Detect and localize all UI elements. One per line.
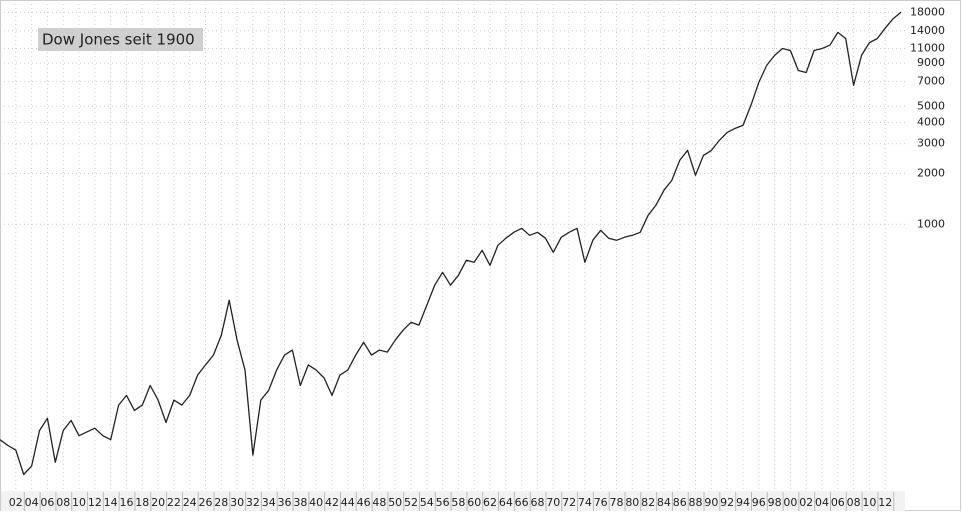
x-tick-label: 32 xyxy=(246,496,260,509)
y-tick-label: 5000 xyxy=(917,99,945,112)
x-tick-label: 56 xyxy=(436,496,450,509)
x-tick-label: 88 xyxy=(689,496,703,509)
x-tick-label: 24 xyxy=(183,496,197,509)
y-tick-label: 14000 xyxy=(910,24,945,37)
x-tick-label: 94 xyxy=(736,496,750,509)
axes: 1000200030004000500070009000110001400018… xyxy=(9,5,945,511)
x-tick-label: 86 xyxy=(673,496,687,509)
x-tick-label: 48 xyxy=(372,496,386,509)
x-tick-label: 76 xyxy=(594,496,608,509)
x-tick-label: 08 xyxy=(847,496,861,509)
x-tick-label: 34 xyxy=(262,496,276,509)
x-tick-label: 04 xyxy=(25,496,39,509)
x-tick-label: 38 xyxy=(293,496,307,509)
x-tick-label: 54 xyxy=(420,496,434,509)
x-tick-label: 04 xyxy=(815,496,829,509)
x-axis-band xyxy=(1,491,905,511)
x-tick-label: 78 xyxy=(610,496,624,509)
y-tick-label: 11000 xyxy=(910,41,945,54)
x-tick-label: 82 xyxy=(641,496,655,509)
price-line xyxy=(0,11,902,476)
x-tick-label: 80 xyxy=(625,496,639,509)
x-tick-label: 66 xyxy=(515,496,529,509)
x-tick-label: 18 xyxy=(135,496,149,509)
x-tick-label: 84 xyxy=(657,496,671,509)
y-tick-label: 9000 xyxy=(917,56,945,69)
x-tick-label: 12 xyxy=(878,496,892,509)
x-tick-label: 70 xyxy=(546,496,560,509)
x-tick-label: 68 xyxy=(530,496,544,509)
x-tick-label: 06 xyxy=(831,496,845,509)
x-tick-label: 64 xyxy=(499,496,513,509)
y-tick-label: 4000 xyxy=(917,116,945,129)
x-tick-label: 50 xyxy=(388,496,402,509)
y-tick-label: 18000 xyxy=(910,5,945,18)
grid xyxy=(0,0,905,490)
x-tick-label: 46 xyxy=(357,496,371,509)
x-tick-label: 44 xyxy=(341,496,355,509)
x-tick-label: 16 xyxy=(119,496,133,509)
x-tick-label: 10 xyxy=(862,496,876,509)
plot xyxy=(0,11,902,476)
x-tick-label: 60 xyxy=(467,496,481,509)
x-tick-label: 00 xyxy=(783,496,797,509)
x-tick-label: 02 xyxy=(9,496,23,509)
x-tick-label: 02 xyxy=(799,496,813,509)
x-tick-label: 10 xyxy=(72,496,86,509)
x-tick-label: 92 xyxy=(720,496,734,509)
x-tick-label: 28 xyxy=(214,496,228,509)
x-tick-label: 40 xyxy=(309,496,323,509)
x-tick-label: 22 xyxy=(167,496,181,509)
x-tick-label: 96 xyxy=(752,496,766,509)
x-tick-label: 26 xyxy=(199,496,213,509)
x-tick-label: 30 xyxy=(230,496,244,509)
x-tick-label: 74 xyxy=(578,496,592,509)
x-tick-label: 06 xyxy=(40,496,54,509)
x-tick-label: 08 xyxy=(56,496,70,509)
y-tick-label: 2000 xyxy=(917,166,945,179)
x-tick-label: 36 xyxy=(278,496,292,509)
y-tick-label: 3000 xyxy=(917,137,945,150)
x-tick-label: 42 xyxy=(325,496,339,509)
x-tick-label: 72 xyxy=(562,496,576,509)
x-tick-label: 58 xyxy=(451,496,465,509)
x-tick-label: 62 xyxy=(483,496,497,509)
x-tick-label: 52 xyxy=(404,496,418,509)
y-tick-label: 7000 xyxy=(917,75,945,88)
y-tick-label: 1000 xyxy=(917,217,945,230)
x-tick-label: 98 xyxy=(768,496,782,509)
chart-title: Dow Jones seit 1900 xyxy=(42,31,195,49)
x-tick-label: 12 xyxy=(88,496,102,509)
x-tick-label: 20 xyxy=(151,496,165,509)
x-tick-label: 90 xyxy=(704,496,718,509)
x-tick-label: 14 xyxy=(104,496,118,509)
title-box xyxy=(38,28,203,51)
